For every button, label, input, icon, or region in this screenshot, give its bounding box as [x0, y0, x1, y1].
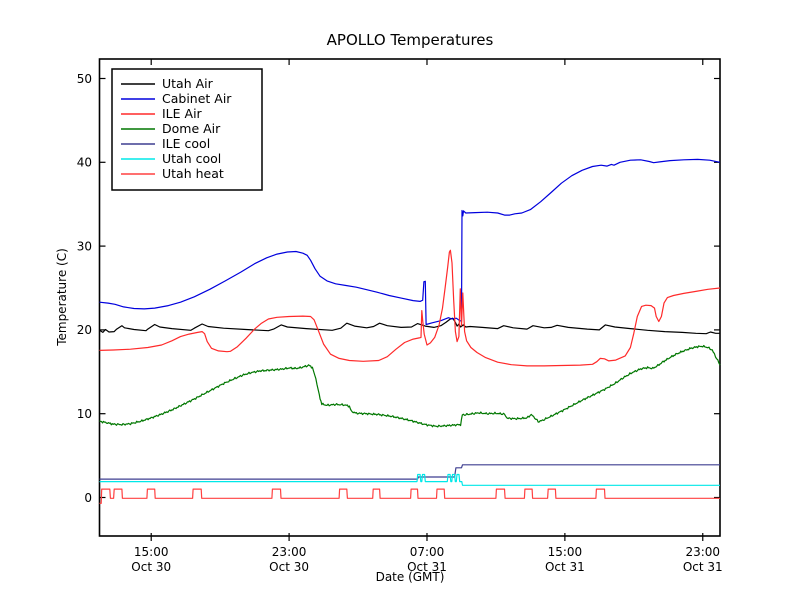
- plot-frame: [98, 58, 721, 537]
- legend-label-utah-air: Utah Air: [162, 76, 214, 91]
- y-tick-label: 30: [77, 239, 92, 253]
- legend-label-utah-heat: Utah heat: [162, 166, 224, 181]
- x-tick-date-label: Oct 31: [545, 560, 585, 574]
- y-tick-label: 50: [77, 72, 92, 86]
- series-line-cabinet-air: [99, 158, 721, 326]
- series-line-ile-air: [99, 249, 721, 367]
- x-tick-time-label: 15:00: [548, 545, 583, 559]
- legend-label-dome-air: Dome Air: [162, 121, 221, 136]
- x-tick-date-label: Oct 31: [683, 560, 723, 574]
- x-tick-time-label: 23:00: [685, 545, 720, 559]
- legend-label-cabinet-air: Cabinet Air: [162, 91, 232, 106]
- legend-label-ile-cool: ILE cool: [162, 136, 210, 151]
- x-tick-date-label: Oct 31: [407, 560, 447, 574]
- legend-label-ile-air: ILE Air: [162, 106, 203, 121]
- y-tick-label: 10: [77, 407, 92, 421]
- x-axis-label: Date (GMT): [376, 570, 445, 584]
- series-line-utah-cool: [99, 473, 720, 486]
- legend-label-utah-cool: Utah cool: [162, 151, 221, 166]
- x-tick-date-label: Oct 30: [131, 560, 171, 574]
- x-tick-time-label: 07:00: [410, 545, 445, 559]
- y-tick-label: 20: [77, 323, 92, 337]
- y-tick-label: 40: [77, 156, 92, 170]
- y-tick-label: 0: [84, 491, 92, 505]
- series-line-dome-air: [99, 344, 721, 428]
- series-line-utah-air: [99, 317, 720, 335]
- chart-title: APOLLO Temperatures: [327, 31, 494, 49]
- x-tick-date-label: Oct 30: [269, 560, 309, 574]
- series-line-utah-heat: [99, 488, 720, 504]
- x-tick-time-label: 15:00: [134, 545, 169, 559]
- x-tick-time-label: 23:00: [272, 545, 307, 559]
- y-axis-label: Temperature (C): [55, 248, 69, 347]
- series-line-ile-cool: [99, 464, 720, 480]
